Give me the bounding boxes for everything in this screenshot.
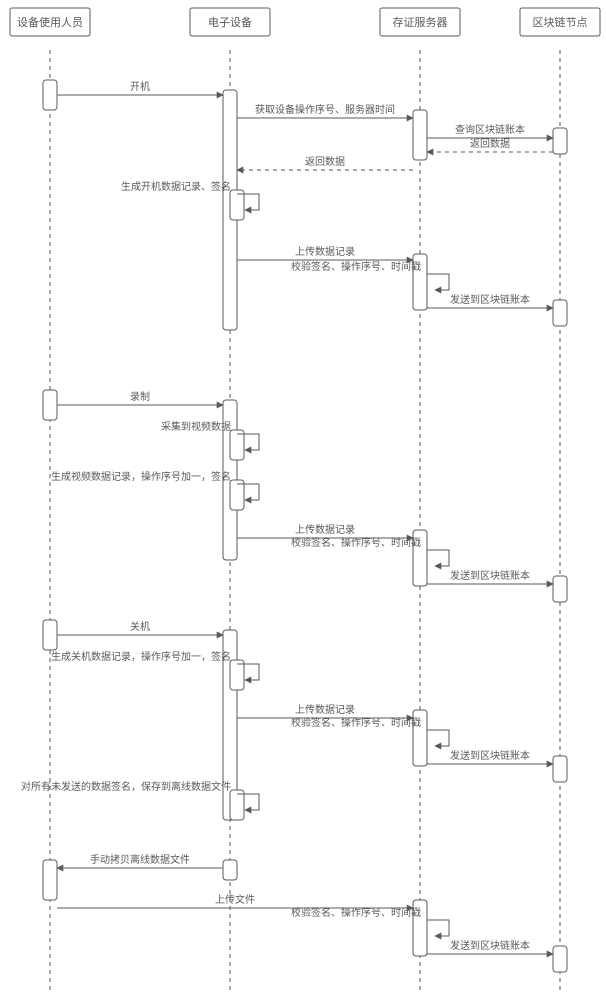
msg-label-0: 开机 — [130, 80, 150, 93]
self-msg-label-23: 校验签名、操作序号、时间戳 — [291, 906, 421, 919]
header-label-user: 设备使用人员 — [17, 15, 83, 29]
msg-label-2: 查询区块链账本 — [455, 123, 525, 136]
activation-chain-22 — [553, 946, 567, 972]
self-msg-label-11: 生成视频数据记录，操作序号加一，签名 — [51, 470, 231, 483]
msg-label-17: 上传数据记录 — [295, 703, 355, 716]
msg-label-15: 关机 — [130, 620, 150, 633]
self-msg-label-20: 对所有未发送的数据签名，保存到离线数据文件 — [21, 780, 231, 793]
msg-label-12: 上传数据记录 — [295, 523, 355, 536]
self-msg-13 — [427, 550, 449, 566]
msg-label-14: 发送到区块链账本 — [450, 569, 530, 582]
self-msg-label-5: 生成开机数据记录、签名 — [121, 180, 231, 193]
self-msg-label-10: 采集到视频数据 — [161, 420, 231, 433]
msg-label-8: 发送到区块链账本 — [450, 293, 530, 306]
activation-user-0 — [43, 80, 57, 110]
header-label-device: 电子设备 — [208, 15, 252, 29]
activation-chain-17 — [553, 756, 567, 782]
self-msg-label-7: 校验签名、操作序号、时间戳 — [291, 260, 421, 273]
activation-user-7 — [43, 390, 57, 420]
msg-label-4: 返回数据 — [305, 155, 345, 168]
msg-label-22: 上传文件 — [215, 893, 255, 906]
activation-user-19 — [43, 860, 57, 900]
activation-chain-6 — [553, 300, 567, 326]
msg-label-19: 发送到区块链账本 — [450, 749, 530, 762]
msg-label-21: 手动拷贝离线数据文件 — [90, 853, 190, 866]
header-label-chain: 区块链节点 — [533, 15, 588, 29]
self-msg-label-13: 校验签名、操作序号、时间戳 — [291, 536, 421, 549]
activation-server-2 — [413, 110, 427, 160]
activation-chain-12 — [553, 576, 567, 602]
msg-label-3: 返回数据 — [470, 137, 510, 150]
self-msg-18 — [427, 730, 449, 746]
self-msg-label-18: 校验签名、操作序号、时间戳 — [291, 716, 421, 729]
self-msg-label-16: 生成关机数据记录，操作序号加一，签名 — [51, 650, 231, 663]
activation-user-13 — [43, 620, 57, 650]
self-msg-23 — [427, 920, 449, 936]
activation-chain-3 — [553, 128, 567, 154]
msg-label-6: 上传数据记录 — [295, 245, 355, 258]
header-label-server: 存证服务器 — [393, 15, 448, 29]
sequence-diagram: 设备使用人员 电子设备 存证服务器 区块链节点开机获取设备操作序号、服务器时间查询区块… — [0, 0, 606, 1000]
self-msg-7 — [427, 274, 449, 290]
msg-label-24: 发送到区块链账本 — [450, 939, 530, 952]
msg-label-1: 获取设备操作序号、服务器时间 — [255, 103, 395, 116]
msg-label-9: 录制 — [130, 390, 150, 403]
activation-device-20 — [223, 860, 237, 880]
